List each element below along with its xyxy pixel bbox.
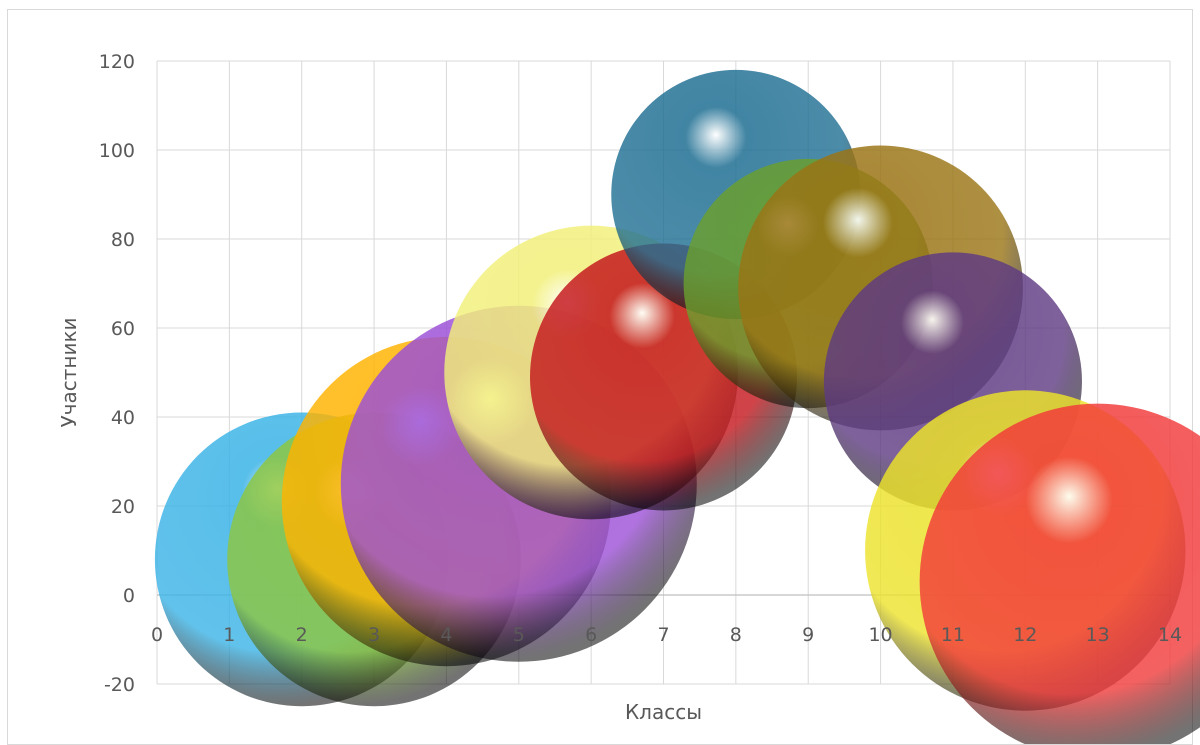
x-tick-labels: 0 1 2 3 4 5 6 7 8 9 10 11 12 13 14 bbox=[151, 624, 1182, 646]
x-tick-label: 10 bbox=[868, 624, 892, 646]
x-tick-label: 8 bbox=[730, 624, 742, 646]
y-tick-labels: -20 0 20 40 60 80 100 120 bbox=[99, 51, 135, 696]
y-tick-label: 60 bbox=[111, 318, 135, 340]
x-axis-title: Классы bbox=[625, 700, 702, 724]
y-tick-label: 120 bbox=[99, 51, 135, 73]
x-tick-label: 9 bbox=[802, 624, 814, 646]
x-tick-label: 13 bbox=[1086, 624, 1110, 646]
y-tick-label: -20 bbox=[104, 674, 135, 696]
y-tick-label: 0 bbox=[123, 585, 135, 607]
bubbles bbox=[154, 69, 1200, 744]
x-tick-label: 11 bbox=[941, 624, 965, 646]
x-tick-label: 3 bbox=[368, 624, 380, 646]
y-tick-label: 80 bbox=[111, 229, 135, 251]
x-tick-label: 2 bbox=[296, 624, 308, 646]
x-tick-label: 0 bbox=[151, 624, 163, 646]
y-tick-label: 20 bbox=[111, 496, 135, 518]
x-tick-label: 12 bbox=[1013, 624, 1037, 646]
y-tick-label: 100 bbox=[99, 140, 135, 162]
x-tick-label: 4 bbox=[440, 624, 452, 646]
x-tick-label: 14 bbox=[1158, 624, 1182, 646]
x-tick-label: 6 bbox=[585, 624, 597, 646]
bubble-point bbox=[919, 403, 1200, 744]
y-tick-label: 40 bbox=[111, 407, 135, 429]
x-tick-label: 5 bbox=[513, 624, 525, 646]
y-axis-title: Участники bbox=[57, 317, 81, 427]
x-tick-label: 7 bbox=[657, 624, 669, 646]
x-tick-label: 1 bbox=[223, 624, 235, 646]
